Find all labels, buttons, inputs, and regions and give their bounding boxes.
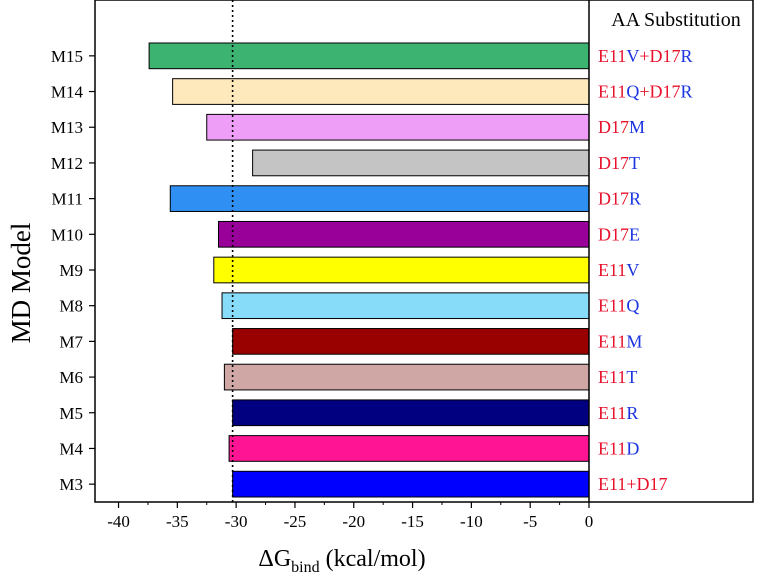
substitution-part: R	[680, 82, 692, 102]
substitution-part: D17	[598, 153, 629, 173]
y-axis-title: MD Model	[6, 223, 36, 344]
bar-m14	[172, 78, 590, 105]
substitution-part: +	[639, 82, 649, 102]
substitution-label: D17R	[598, 189, 641, 209]
x-tick-label: -30	[225, 512, 248, 531]
substitution-part: D17	[649, 46, 680, 66]
substitution-label: D17T	[598, 153, 640, 173]
bar-m9	[213, 256, 590, 284]
bar-m10	[218, 220, 590, 248]
substitution-label: D17E	[598, 224, 640, 244]
y-tick-label: M9	[59, 261, 83, 280]
bar-m4	[228, 435, 590, 462]
substitution-part: M	[629, 117, 645, 137]
substitution-part: M	[626, 331, 642, 351]
y-tick-label: M7	[59, 332, 83, 351]
substitution-label: E11T	[598, 367, 637, 387]
substitution-part: V	[626, 46, 639, 66]
substitution-part: T	[626, 367, 637, 387]
substitution-part: Q	[626, 82, 639, 102]
substitution-part: R	[629, 189, 641, 209]
substitution-part: E11	[598, 438, 626, 458]
substitution-part: E11	[598, 296, 626, 316]
y-tick-label: M11	[52, 190, 84, 209]
bar-m3	[232, 470, 590, 498]
substitution-label: E11V	[598, 260, 639, 280]
y-tick-label: M6	[59, 368, 83, 387]
bar-m12	[252, 149, 590, 177]
substitution-part: E11	[598, 82, 626, 102]
x-axis-title-main: ΔG	[258, 546, 291, 572]
substitution-label: E11M	[598, 331, 642, 351]
substitution-part: E11	[598, 46, 626, 66]
x-tick-label: -25	[284, 512, 307, 531]
x-tick-label: -5	[523, 512, 537, 531]
y-tick-label: M13	[51, 118, 83, 137]
y-tick-label: M12	[51, 154, 83, 173]
substitution-part: E11	[598, 260, 626, 280]
x-tick-label: -10	[460, 512, 483, 531]
substitution-label: E11V+D17R	[598, 46, 693, 66]
bar-m13	[206, 113, 590, 141]
bar-m6	[223, 363, 590, 391]
y-tick-label: M5	[59, 404, 83, 423]
x-tick-label: 0	[585, 512, 594, 531]
substitution-part: Q	[626, 296, 639, 316]
bar-m15	[148, 42, 590, 70]
substitution-label: E11+D17	[598, 474, 667, 494]
substitution-part: E11	[598, 474, 626, 494]
substitution-label: E11Q	[598, 296, 639, 316]
substitution-part: D17	[598, 189, 629, 209]
substitution-part: +	[626, 474, 636, 494]
x-tick-label: -20	[342, 512, 365, 531]
substitution-part: T	[629, 153, 640, 173]
x-axis-title-subscript: bind	[291, 559, 319, 576]
y-axis-labels: M15 M14 M13 M12 M11 M10 M9 M8 M7 M6 M5 M4 M3	[51, 47, 95, 494]
substitution-part: V	[626, 260, 639, 280]
substitution-part: R	[680, 46, 692, 66]
substitution-part: D17	[598, 224, 629, 244]
substitution-part: E11	[598, 331, 626, 351]
substitution-part: +	[639, 46, 649, 66]
substitution-label: E11D	[598, 438, 639, 458]
x-tick-label: -40	[107, 512, 130, 531]
x-tick-label: -15	[401, 512, 424, 531]
y-tick-label: M15	[51, 47, 83, 66]
substitution-part: R	[626, 403, 638, 423]
substitution-part: D17	[636, 474, 667, 494]
substitution-label: D17M	[598, 117, 645, 137]
substitution-part: E11	[598, 403, 626, 423]
y-tick-label: M4	[59, 439, 83, 458]
substitution-part: E11	[598, 367, 626, 387]
substitution-part: E	[629, 224, 640, 244]
substitution-header: AA Substitution	[611, 9, 740, 31]
substitution-label: E11Q+D17R	[598, 82, 693, 102]
y-tick-label: M14	[51, 83, 84, 102]
y-tick-label: M8	[59, 297, 83, 316]
x-axis-title: ΔGbind (kcal/mol)	[258, 546, 425, 576]
bar-m8	[221, 292, 590, 320]
x-axis-ticks: -40 -35 -30 -25 -20 -15 -10 -5 0	[107, 502, 593, 531]
substitution-labels: E11V+D17RE11Q+D17RD17MD17TD17RD17EE11VE1…	[598, 46, 693, 494]
substitution-label: E11R	[598, 403, 638, 423]
x-tick-label: -35	[166, 512, 189, 531]
bar-m11	[169, 185, 590, 212]
x-axis-title-units: (kcal/mol)	[320, 546, 426, 572]
bar-m5	[232, 399, 590, 427]
substitution-part: D17	[598, 117, 629, 137]
plot-frame	[94, 0, 754, 503]
bar-m7	[232, 328, 590, 355]
substitution-part: D	[626, 438, 639, 458]
y-tick-label: M3	[59, 475, 83, 494]
y-tick-label: M10	[51, 225, 83, 244]
bars-layer	[148, 42, 590, 498]
substitution-part: D17	[649, 82, 680, 102]
